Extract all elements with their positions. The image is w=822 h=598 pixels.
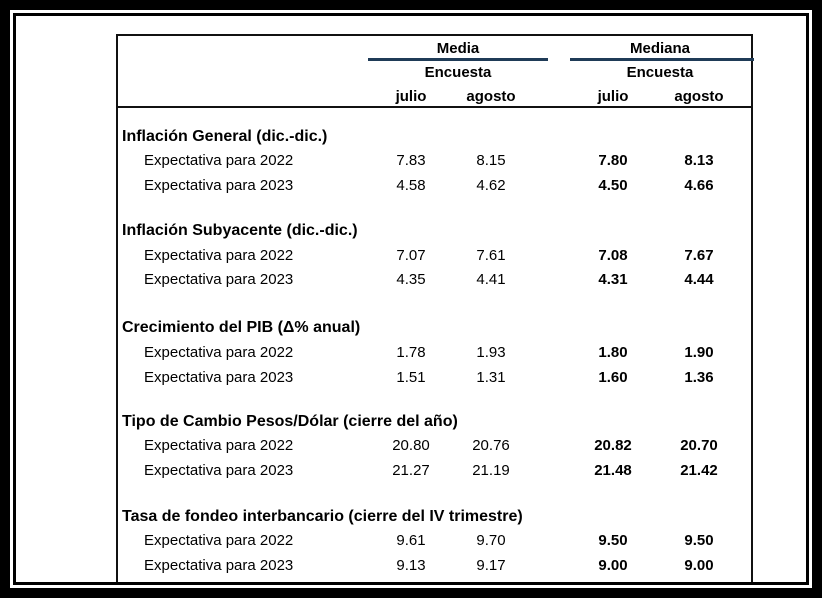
value-media-julio: 7.83: [396, 152, 426, 169]
header-rule-mediana: [570, 58, 754, 61]
value-mediana-agosto: 21.42: [680, 462, 718, 479]
value-media-julio: 9.61: [396, 532, 426, 549]
value-media-agosto: 7.61: [476, 247, 506, 264]
expectations-table: Media Mediana Encuesta Encuesta julio ag…: [116, 34, 754, 582]
value-mediana-agosto: 4.66: [684, 177, 714, 194]
value-mediana-agosto: 8.13: [684, 152, 714, 169]
row-label: Expectativa para 2023: [144, 557, 294, 574]
value-media-agosto: 9.70: [476, 532, 506, 549]
value-mediana-agosto: 4.44: [684, 271, 714, 288]
value-mediana-julio: 7.08: [598, 247, 628, 264]
value-mediana-agosto: 9.00: [684, 557, 714, 574]
value-mediana-agosto: 20.70: [680, 437, 718, 454]
header-rule-media: [368, 58, 548, 61]
value-mediana-julio: 9.50: [598, 532, 628, 549]
section-title: Inflación Subyacente (dic.-dic.): [122, 222, 358, 239]
value-media-julio: 4.35: [396, 271, 426, 288]
row-label: Expectativa para 2023: [144, 177, 294, 194]
value-mediana-julio: 1.60: [598, 369, 628, 386]
header-media: Media: [436, 40, 480, 57]
value-media-agosto: 9.17: [476, 557, 506, 574]
section-title: Crecimiento del PIB (Δ% anual): [122, 319, 361, 336]
value-media-agosto: 20.76: [472, 437, 510, 454]
row-label: Expectativa para 2022: [144, 344, 294, 361]
value-media-julio: 9.13: [396, 557, 426, 574]
row-label: Expectativa para 2022: [144, 532, 294, 549]
value-mediana-julio: 4.31: [598, 271, 628, 288]
section-title: Inflación General (dic.-dic.): [122, 128, 328, 145]
value-media-julio: 4.58: [396, 177, 426, 194]
row-label: Expectativa para 2023: [144, 369, 294, 386]
header-agosto-mediana: agosto: [674, 88, 724, 105]
value-mediana-julio: 9.00: [598, 557, 628, 574]
row-label: Expectativa para 2023: [144, 271, 294, 288]
header-agosto-media: agosto: [466, 88, 516, 105]
value-media-agosto: 4.62: [476, 177, 506, 194]
header-bottom-rule: [118, 106, 751, 108]
value-media-julio: 20.80: [392, 437, 430, 454]
value-mediana-agosto: 1.90: [684, 344, 714, 361]
row-label: Expectativa para 2022: [144, 247, 294, 264]
row-label: Expectativa para 2022: [144, 152, 294, 169]
section-title: Tasa de fondeo interbancario (cierre del…: [122, 508, 523, 525]
value-mediana-julio: 7.80: [598, 152, 628, 169]
value-media-agosto: 1.93: [476, 344, 506, 361]
header-mediana: Mediana: [629, 40, 690, 57]
value-mediana-julio: 20.82: [594, 437, 632, 454]
value-mediana-julio: 21.48: [594, 462, 632, 479]
row-label: Expectativa para 2022: [144, 437, 294, 454]
value-media-agosto: 21.19: [472, 462, 510, 479]
value-media-agosto: 1.31: [476, 369, 506, 386]
value-mediana-julio: 1.80: [598, 344, 628, 361]
value-media-agosto: 8.15: [476, 152, 506, 169]
header-julio-media: julio: [395, 88, 427, 105]
value-mediana-agosto: 1.36: [684, 369, 714, 386]
value-mediana-julio: 4.50: [598, 177, 628, 194]
value-mediana-agosto: 9.50: [684, 532, 714, 549]
header-encuesta-media: Encuesta: [424, 64, 492, 81]
header-julio-mediana: julio: [597, 88, 629, 105]
row-label: Expectativa para 2023: [144, 462, 294, 479]
document-page: Media Mediana Encuesta Encuesta julio ag…: [16, 16, 806, 582]
value-media-agosto: 4.41: [476, 271, 506, 288]
header-encuesta-mediana: Encuesta: [626, 64, 694, 81]
value-media-julio: 1.78: [396, 344, 426, 361]
value-mediana-agosto: 7.67: [684, 247, 714, 264]
value-media-julio: 21.27: [392, 462, 430, 479]
value-media-julio: 7.07: [396, 247, 426, 264]
section-title: Tipo de Cambio Pesos/Dólar (cierre del a…: [122, 413, 458, 430]
value-media-julio: 1.51: [396, 369, 426, 386]
